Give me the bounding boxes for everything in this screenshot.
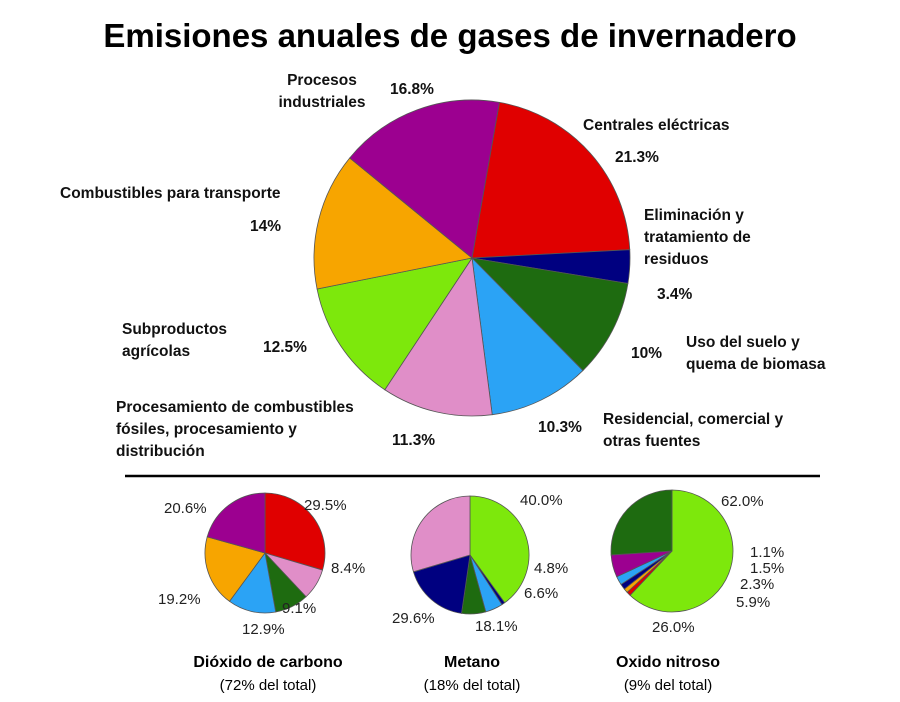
metano-pie-value-3: 6.6% (524, 585, 558, 602)
nitroso-pie-value-0: 62.0% (721, 493, 764, 510)
metano-pie-value-5: 29.6% (392, 610, 435, 627)
metano-pie: 40.0% 4.8% 6.6% 18.1% 29.6% Metano (18% del to… (392, 492, 568, 694)
main-slice-value-0: 21.3% (615, 149, 659, 166)
main-slice-value-4: 11.3% (392, 432, 435, 449)
main-slice-value-2: 10% (631, 345, 662, 362)
co2-pie: 29.5% 8.4% 9.1% 12.9% 19.2% 20.6% Dióxido de c… (158, 492, 365, 694)
metano-pie-title: Metano (444, 654, 500, 671)
main-slice-label-4: Procesamiento de combustibles fósiles, pr… (116, 399, 354, 460)
main-pie-slice-6 (313, 157, 473, 290)
main-slice-label-6: Combustibles para transporte (60, 185, 281, 202)
main-pie-slice-0 (471, 101, 631, 259)
main-slice-value-7: 16.8% (390, 81, 434, 98)
main-slice-value-5: 12.5% (263, 339, 307, 356)
main-pie-slice-4 (384, 256, 493, 417)
co2-pie-value-0: 29.5% (304, 497, 347, 514)
main-slice-value-1: 3.4% (657, 286, 693, 303)
nitroso-pie-value-3: 1.5% (750, 560, 784, 577)
main-slice-value-3: 10.3% (538, 419, 582, 436)
co2-pie-value-5: 20.6% (164, 500, 207, 517)
chart-title: Emisiones anuales de gases de invernader… (103, 17, 796, 54)
main-pie-slice-7 (349, 99, 500, 259)
small-pies: 29.5% 8.4% 9.1% 12.9% 19.2% 20.6% Dióxido de c… (158, 489, 784, 694)
metano-pie-value-4: 18.1% (475, 618, 518, 635)
nitroso-pie-title: Oxido nitroso (616, 654, 720, 671)
nitroso-pie-value-5: 5.9% (736, 594, 770, 611)
main-slice-value-6: 14% (250, 218, 281, 235)
main-slice-label-1: Eliminación y tratamiento de residuos (644, 207, 751, 268)
nitroso-pie-slice-6 (610, 489, 673, 556)
main-slice-label-0: Centrales eléctricas (583, 117, 729, 134)
main-slice-label-3: Residencial, comercial y otras fuentes (603, 411, 783, 450)
nitroso-pie-subtitle: (9% del total) (624, 677, 712, 694)
co2-pie-value-2: 9.1% (282, 600, 316, 617)
main-pie (313, 99, 631, 417)
co2-pie-value-3: 12.9% (242, 621, 285, 638)
co2-pie-value-4: 19.2% (158, 591, 201, 608)
co2-pie-subtitle: (72% del total) (220, 677, 317, 694)
main-pie-slice-2 (470, 257, 629, 372)
nitroso-pie-slice-0 (629, 489, 734, 613)
metano-pie-slice-5 (410, 495, 471, 573)
metano-pie-value-2: 4.8% (534, 560, 568, 577)
metano-pie-subtitle: (18% del total) (424, 677, 521, 694)
main-slice-label-7: Procesos industriales (279, 72, 366, 111)
main-pie-labels: Centrales eléctricas 21.3% Eliminación y tr… (60, 72, 826, 460)
main-pie-slice-3 (471, 256, 584, 416)
co2-pie-slice-4 (204, 536, 266, 602)
metano-pie-slice-4 (412, 554, 471, 614)
co2-pie-value-1: 8.4% (331, 560, 365, 577)
metano-pie-value-0: 40.0% (520, 492, 563, 509)
co2-pie-title: Dióxido de carbono (193, 654, 343, 671)
nitroso-pie-value-4: 2.3% (740, 576, 774, 593)
main-slice-label-5: Subproductos agrícolas (122, 321, 227, 360)
nitroso-pie: 62.0% 1.1%1.5%2.3%5.9% 26.0% Oxido nitroso (… (610, 489, 784, 694)
main-slice-label-2: Uso del suelo y quema de biomasa (686, 334, 826, 373)
co2-pie-slice-5 (206, 492, 266, 554)
nitroso-pie-value-1: 1.1% (750, 544, 784, 561)
metano-pie-slice-0 (469, 495, 530, 604)
co2-pie-slice-0 (264, 492, 326, 571)
nitroso-pie-value-6: 26.0% (652, 619, 695, 636)
main-pie-slice-5 (316, 257, 473, 391)
